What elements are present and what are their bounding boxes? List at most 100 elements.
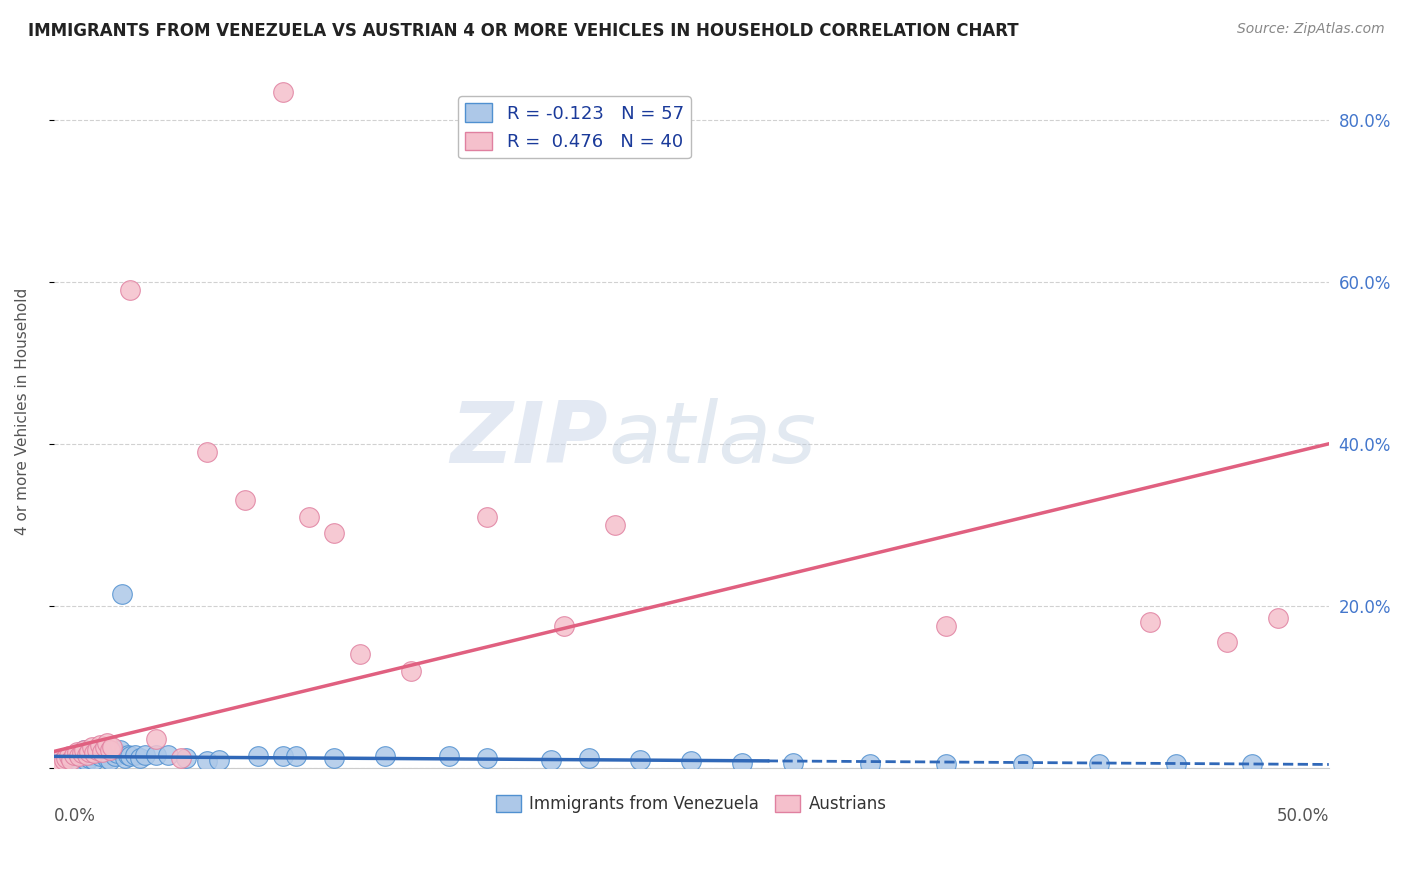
Point [145,732,167,747]
Point [48,754,70,768]
Point [93,747,115,762]
Point [83,746,105,760]
Text: 50.0%: 50.0% [1277,807,1329,825]
Point [48,756,70,770]
Point [349,648,371,662]
Point [731,756,754,770]
Point [79,751,101,765]
Point [628,753,651,767]
Point [208,753,231,767]
Point [55,753,77,767]
Point [83,753,105,767]
Point [91,746,114,760]
Point [157,747,180,762]
Point [233,493,256,508]
Point [70,751,93,765]
Point [145,747,167,762]
Point [65,744,87,758]
Point [114,751,136,765]
Point [782,756,804,770]
Y-axis label: 4 or more Vehicles in Household: 4 or more Vehicles in Household [15,288,30,535]
Point [323,525,346,540]
Point [86,744,108,758]
Point [105,746,128,760]
Point [120,749,142,764]
Point [55,751,77,765]
Point [79,744,101,758]
Point [859,756,882,771]
Point [124,747,146,762]
Point [399,664,422,678]
Point [134,747,156,762]
Point [96,736,118,750]
Point [96,751,118,765]
Point [89,738,111,752]
Point [935,756,957,771]
Text: IMMIGRANTS FROM VENEZUELA VS AUSTRIAN 4 OR MORE VEHICLES IN HOUSEHOLD CORRELATIO: IMMIGRANTS FROM VENEZUELA VS AUSTRIAN 4 … [28,22,1019,40]
Point [475,509,498,524]
Point [271,748,294,763]
Point [60,754,83,768]
Point [174,751,197,765]
Point [1011,757,1033,772]
Point [195,754,218,768]
Point [98,753,121,767]
Point [80,740,103,755]
Point [52,753,75,767]
Point [73,743,96,757]
Point [323,751,346,765]
Point [45,757,67,772]
Point [271,85,294,99]
Point [298,509,321,524]
Point [80,747,103,762]
Point [284,749,307,764]
Text: ZIP: ZIP [451,399,609,482]
Point [89,749,111,764]
Point [67,748,90,763]
Point [117,747,139,762]
Point [1267,611,1289,625]
Point [104,749,127,764]
Point [603,517,626,532]
Point [73,743,96,757]
Point [51,756,73,771]
Point [60,753,83,767]
Point [101,740,124,755]
Point [540,753,562,767]
Text: Source: ZipAtlas.com: Source: ZipAtlas.com [1237,22,1385,37]
Point [67,746,90,760]
Point [437,749,460,764]
Point [1241,757,1264,772]
Text: atlas: atlas [609,399,817,482]
Point [681,754,703,768]
Point [58,751,80,765]
Point [108,743,131,757]
Point [1088,757,1111,772]
Point [45,757,67,772]
Point [1139,615,1161,629]
Point [553,619,575,633]
Point [935,619,957,633]
Point [101,744,124,758]
Point [578,751,600,765]
Point [58,748,80,763]
Point [51,756,73,770]
Point [76,754,98,768]
Point [475,751,498,765]
Point [65,753,87,767]
Point [91,744,114,758]
Point [98,743,121,757]
Point [195,445,218,459]
Point [63,748,86,763]
Point [120,283,142,297]
Point [1164,757,1187,772]
Point [170,751,193,765]
Point [93,740,115,755]
Point [70,746,93,760]
Point [76,747,98,762]
Legend: Immigrants from Venezuela, Austrians: Immigrants from Venezuela, Austrians [489,789,893,820]
Point [374,749,396,764]
Point [246,749,269,764]
Point [1216,635,1239,649]
Point [86,743,108,757]
